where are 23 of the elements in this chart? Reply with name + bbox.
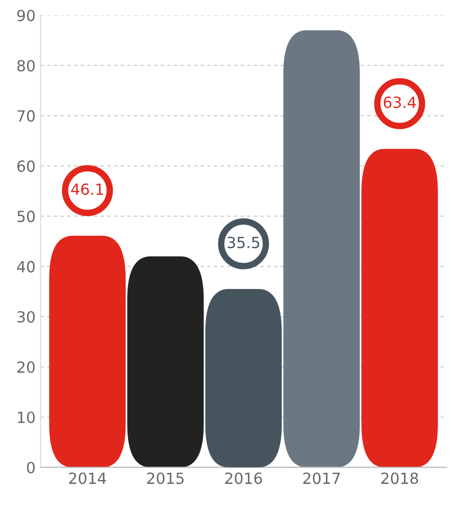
bar	[361, 148, 438, 468]
y-tick-label: 70	[18, 110, 35, 122]
x-tick-label: 2014	[69, 472, 106, 484]
y-tick-label: 50	[17, 210, 35, 222]
bar	[49, 236, 126, 468]
y-tick-label: 0	[27, 462, 35, 474]
y-tick-label: 60	[17, 160, 35, 172]
bar	[127, 256, 204, 468]
y-tick-label: 30	[17, 311, 35, 323]
x-tick-label: 2015	[147, 472, 184, 484]
data-label: 46.1	[71, 183, 104, 195]
data-label: 35.5	[228, 236, 260, 248]
bar	[205, 289, 282, 468]
x-tick-label: 2016	[225, 472, 262, 484]
x-tick-label: 2018	[381, 472, 418, 484]
data-label: 63.4	[384, 96, 416, 108]
y-tick-label: 20	[17, 361, 35, 373]
y-tick-label: 80	[17, 60, 35, 72]
y-tick-label: 90	[17, 10, 35, 22]
x-tick-label: 2017	[303, 472, 340, 484]
bar	[283, 30, 360, 468]
y-tick-label: 10	[18, 412, 35, 424]
y-tick-label: 40	[17, 260, 35, 272]
